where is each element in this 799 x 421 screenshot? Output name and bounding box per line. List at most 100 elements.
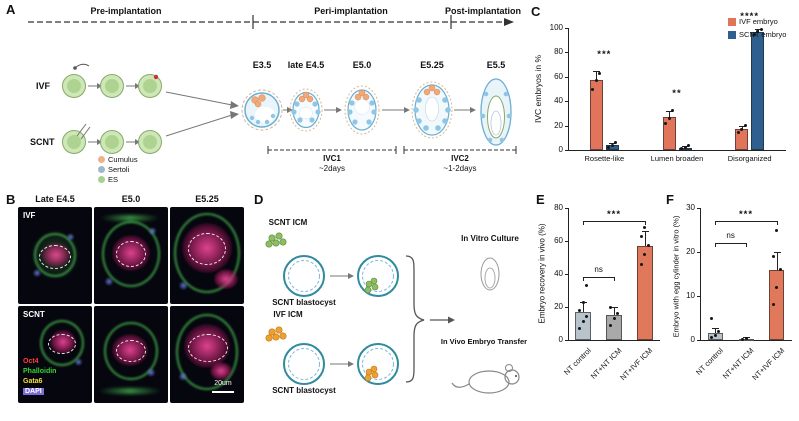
significance-stars: **** xyxy=(740,11,760,23)
panel-label-e: E xyxy=(536,192,545,207)
bar xyxy=(751,31,765,150)
row-label-scnt: SCNT xyxy=(30,137,55,147)
dapi-signal xyxy=(74,358,83,366)
scnt-embryo-row-drawing xyxy=(62,123,162,154)
phalloidin-streak xyxy=(100,215,160,221)
sig-bracket-tick xyxy=(776,221,778,226)
y-tick xyxy=(565,101,568,103)
es-cell-dot xyxy=(98,176,105,183)
chart-ivc-embryo-morphology: IVC embryos in % 0 20 40 60 80 100 IVF embryo S… xyxy=(528,4,794,190)
converging-arrows xyxy=(165,91,239,137)
e50-embryo-drawing xyxy=(344,85,380,135)
ivf-icm-cluster-icon xyxy=(265,326,287,342)
sertoli-cell-dot xyxy=(98,166,105,173)
marker-label-phalloidin: Phalloidin xyxy=(23,368,57,375)
data-point xyxy=(713,334,717,338)
data-point xyxy=(667,116,671,120)
data-point xyxy=(610,143,614,147)
data-point xyxy=(683,146,687,150)
x-category-label: NT control xyxy=(561,346,593,377)
micrograph-ivf-late-e45 xyxy=(18,207,92,304)
error-bar-cap xyxy=(773,252,781,253)
bar xyxy=(575,311,592,340)
legend-label: SCNT embryo xyxy=(739,30,787,39)
embryo-development-drawing xyxy=(28,15,517,154)
timeline-axis xyxy=(28,15,514,29)
sig-bracket-tick xyxy=(583,221,585,226)
data-point xyxy=(643,252,647,256)
stage-e525: E5.25 xyxy=(420,60,444,70)
error-bar xyxy=(669,110,670,118)
data-point xyxy=(680,147,683,151)
column-header-e525: E5.25 xyxy=(195,194,219,204)
error-bar xyxy=(776,252,778,270)
mouse-icon xyxy=(451,364,520,394)
chart-embryo-recovery: Embryo recovery in vivo (%) 0 20 40 60 80 NT … xyxy=(534,192,664,416)
error-bar-cap xyxy=(738,125,746,127)
data-point xyxy=(578,326,582,330)
sig-bracket xyxy=(715,221,777,223)
panel-label-d: D xyxy=(254,192,264,207)
error-bar-cap xyxy=(641,231,649,233)
data-point xyxy=(643,226,647,230)
bar xyxy=(636,245,653,340)
micrograph-scnt-e50 xyxy=(94,306,168,403)
error-bar-cap xyxy=(666,110,673,112)
icm-transfer-drawing xyxy=(265,232,520,394)
row-label-ivf: IVF xyxy=(36,81,51,91)
error-bar-cap xyxy=(712,328,720,330)
data-point xyxy=(710,316,714,320)
stage-late-e45: late E4.5 xyxy=(287,60,325,70)
y-tick xyxy=(565,274,568,275)
y-tick-label: 10 xyxy=(686,291,695,300)
data-point xyxy=(736,131,740,135)
stage-e50: E5.0 xyxy=(352,60,372,70)
curly-brace xyxy=(405,255,425,383)
y-tick-label: 80 xyxy=(554,47,563,57)
y-tick-label: 80 xyxy=(554,203,563,212)
phalloidin-streak xyxy=(98,388,162,394)
error-bar-cap xyxy=(754,29,762,31)
error-bar xyxy=(741,125,743,130)
icm-outline xyxy=(116,340,146,362)
error-bar xyxy=(596,70,598,81)
ivc1-duration: ~2days xyxy=(318,164,346,173)
legend-item-es: ES xyxy=(98,175,118,185)
data-point xyxy=(585,315,589,319)
significance-label: ns xyxy=(594,265,603,275)
y-axis xyxy=(700,208,701,340)
data-point xyxy=(609,323,612,327)
dapi-signal xyxy=(66,233,75,241)
error-bar-cap xyxy=(611,307,618,308)
y-tick xyxy=(565,28,568,29)
sig-bracket-tick xyxy=(614,277,615,282)
data-point xyxy=(752,32,756,36)
dapi-signal xyxy=(146,368,156,377)
sig-bracket xyxy=(583,221,645,223)
marker-label-oct4: Oct4 xyxy=(23,358,39,365)
y-tick xyxy=(565,76,568,78)
y-tick-label: 40 xyxy=(554,269,563,278)
significance-label: *** xyxy=(606,209,622,221)
legend-item-sertoli: Sertoli xyxy=(98,165,130,175)
legend-label: Sertoli xyxy=(108,165,130,174)
error-bar xyxy=(583,302,585,312)
panel-label-b: B xyxy=(6,192,16,207)
panel-b-micrographs: Late E4.5 E5.0 E5.25 xyxy=(6,192,250,416)
x-axis xyxy=(568,150,786,151)
sig-bracket-tick xyxy=(715,221,717,226)
sig-bracket-tick xyxy=(644,221,646,226)
ivf-embryo-row-drawing xyxy=(62,63,162,98)
outcome-in-vivo-label: In Vivo Embryo Transfer xyxy=(440,337,528,346)
e525-embryo-drawing xyxy=(411,81,453,139)
stage-arrows xyxy=(283,107,476,113)
x-axis xyxy=(568,340,660,341)
marker-label-gata6: Gata6 xyxy=(23,378,43,385)
phalloidin-ring xyxy=(40,320,84,366)
panel-a-timeline-schematic: Pre-implantation Peri-implantation Post-… xyxy=(6,4,521,190)
data-point xyxy=(671,109,674,113)
stage-e55: E5.5 xyxy=(486,60,506,70)
data-point xyxy=(581,300,585,304)
y-tick xyxy=(697,208,700,209)
